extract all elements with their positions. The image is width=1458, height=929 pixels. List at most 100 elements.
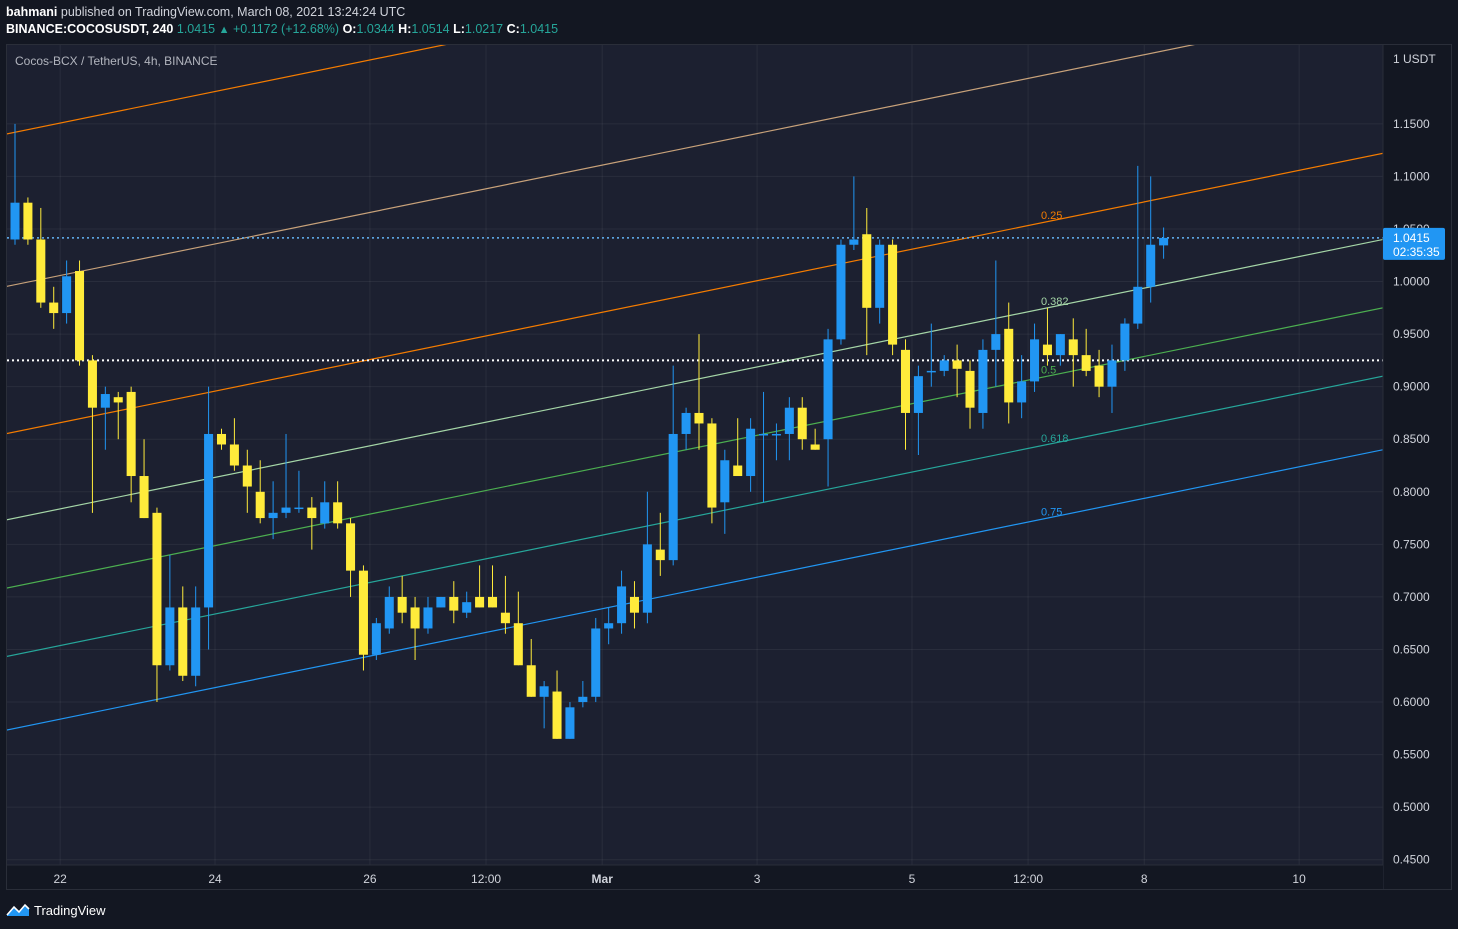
candle-body: [578, 696, 588, 703]
candle-body: [204, 433, 214, 608]
tradingview-brand[interactable]: TradingView: [34, 903, 106, 918]
candle-body: [294, 507, 304, 510]
candle-body: [926, 370, 936, 373]
candle-body: [371, 623, 381, 655]
candle-body: [100, 394, 110, 408]
candle-body: [604, 623, 614, 629]
author-name[interactable]: bahmani: [6, 5, 58, 19]
price-unit-label: 1 USDT: [1393, 52, 1436, 66]
time-tick-label: 26: [363, 872, 377, 886]
fib-channel-line: [7, 45, 447, 135]
time-tick-label: 12:00: [1013, 872, 1043, 886]
high-value: 1.0514: [411, 22, 450, 36]
price-axis-bg: [1383, 45, 1451, 889]
candle-body: [410, 607, 420, 629]
candle-body: [462, 602, 472, 613]
price-change: +0.1172 (+12.68%): [232, 22, 340, 36]
candle-body: [1120, 323, 1130, 361]
fib-level-label: 0.75: [1041, 506, 1062, 518]
fib-level-label: 0.618: [1041, 433, 1069, 445]
candle-body: [1042, 344, 1052, 356]
candle-body: [784, 407, 794, 434]
candle-body: [436, 596, 446, 608]
symbol-label: BINANCE:COCOSUSDT, 240: [6, 22, 174, 36]
chart-header: bahmani published on TradingView.com, Ma…: [0, 0, 1458, 44]
candle-body: [423, 607, 433, 629]
fib-level-labels: 0.25 0.382 0.5 0.618 0.75: [1041, 210, 1069, 518]
close-value: 1.0415: [519, 22, 559, 36]
candle-body: [165, 607, 175, 666]
price-tick-label: 0.4500: [1393, 853, 1430, 867]
open-value: 1.0344: [356, 22, 395, 36]
price-tick-label: 0.9000: [1393, 380, 1430, 394]
candle-body: [823, 339, 833, 440]
horizontal-lines: [7, 237, 1383, 362]
time-axis[interactable]: 22 24 26 12:00 Mar 3 5 12:00 8 10: [53, 872, 1306, 886]
candle-body: [500, 612, 510, 624]
price-tick-label: 1.0000: [1393, 275, 1430, 289]
ohlc-info: BINANCE:COCOSUSDT, 240 1.0415 ▲ +0.1172 …: [6, 22, 558, 36]
candle-body: [23, 202, 33, 240]
footer: TradingView: [0, 890, 1458, 929]
plot-background: [7, 45, 1383, 865]
time-tick-label: 10: [1292, 872, 1306, 886]
candle-body: [913, 376, 923, 413]
time-tick-label: 12:00: [471, 872, 501, 886]
price-axis[interactable]: 0.4500 0.5000 0.5500 0.6000 0.6500 0.7000 0.75…: [1383, 52, 1445, 867]
price-tick-label: 0.7000: [1393, 590, 1430, 604]
candles: [10, 123, 1169, 739]
price-chart[interactable]: 0.25 0.382 0.5 0.618 0.75 0.4500 0.5000 0.5500…: [7, 45, 1451, 889]
tradingview-logo-icon[interactable]: [6, 902, 30, 918]
fib-level-label: 0.25: [1041, 210, 1062, 222]
fib-channel-line: [7, 436, 1448, 731]
current-price-tag: [1383, 227, 1445, 260]
candle-body: [397, 596, 407, 613]
candle-body: [1094, 365, 1104, 387]
candle-body: [333, 502, 343, 524]
candle-body: [49, 302, 59, 314]
fib-channel-line: [7, 139, 1448, 435]
candle-body: [1146, 244, 1156, 287]
price-tick-label: 1.1500: [1393, 117, 1430, 131]
candle-body: [346, 523, 356, 571]
time-tick-label: Mar: [592, 872, 614, 886]
candle-body: [358, 570, 368, 655]
candle-body: [255, 491, 265, 519]
candle-body: [1081, 355, 1091, 371]
high-label: H:: [398, 22, 412, 36]
price-tick-label: 1.1000: [1393, 169, 1430, 183]
candle-body: [810, 444, 820, 450]
candle-body: [565, 707, 575, 739]
publish-info: bahmani published on TradingView.com, Ma…: [6, 5, 405, 19]
candle-body: [591, 628, 601, 697]
candle-body: [62, 276, 72, 314]
candle-body: [1133, 286, 1143, 324]
price-tick-label: 0.7500: [1393, 537, 1430, 551]
candle-body: [191, 607, 201, 676]
candle-body: [849, 239, 859, 245]
time-tick-label: 3: [754, 872, 761, 886]
candle-body: [1159, 237, 1169, 246]
candle-body: [75, 271, 85, 361]
candle-body: [552, 691, 562, 739]
candle-body: [707, 423, 717, 508]
candle-body: [539, 686, 549, 697]
candle-body: [449, 596, 459, 611]
price-tick-label: 0.5500: [1393, 748, 1430, 762]
time-tick-label: 24: [208, 872, 222, 886]
candle-body: [384, 596, 394, 629]
candle-body: [978, 349, 988, 413]
chart-frame[interactable]: 0.25 0.382 0.5 0.618 0.75 0.4500 0.5000 0.5500…: [6, 44, 1452, 890]
candle-body: [1017, 381, 1027, 403]
current-price-countdown: 02:35:35: [1393, 245, 1440, 259]
price-tick-label: 0.5000: [1393, 800, 1430, 814]
fib-level-label: 0.382: [1041, 296, 1069, 308]
candle-body: [1030, 339, 1040, 382]
candle-body: [178, 607, 188, 676]
open-label: O:: [342, 22, 357, 36]
close-label: C:: [506, 22, 520, 36]
fib-level-label: 0.5: [1041, 364, 1056, 376]
fib-channel-bands: [7, 45, 1383, 865]
candle-body: [487, 596, 498, 608]
price-tick-label: 0.9500: [1393, 327, 1430, 341]
